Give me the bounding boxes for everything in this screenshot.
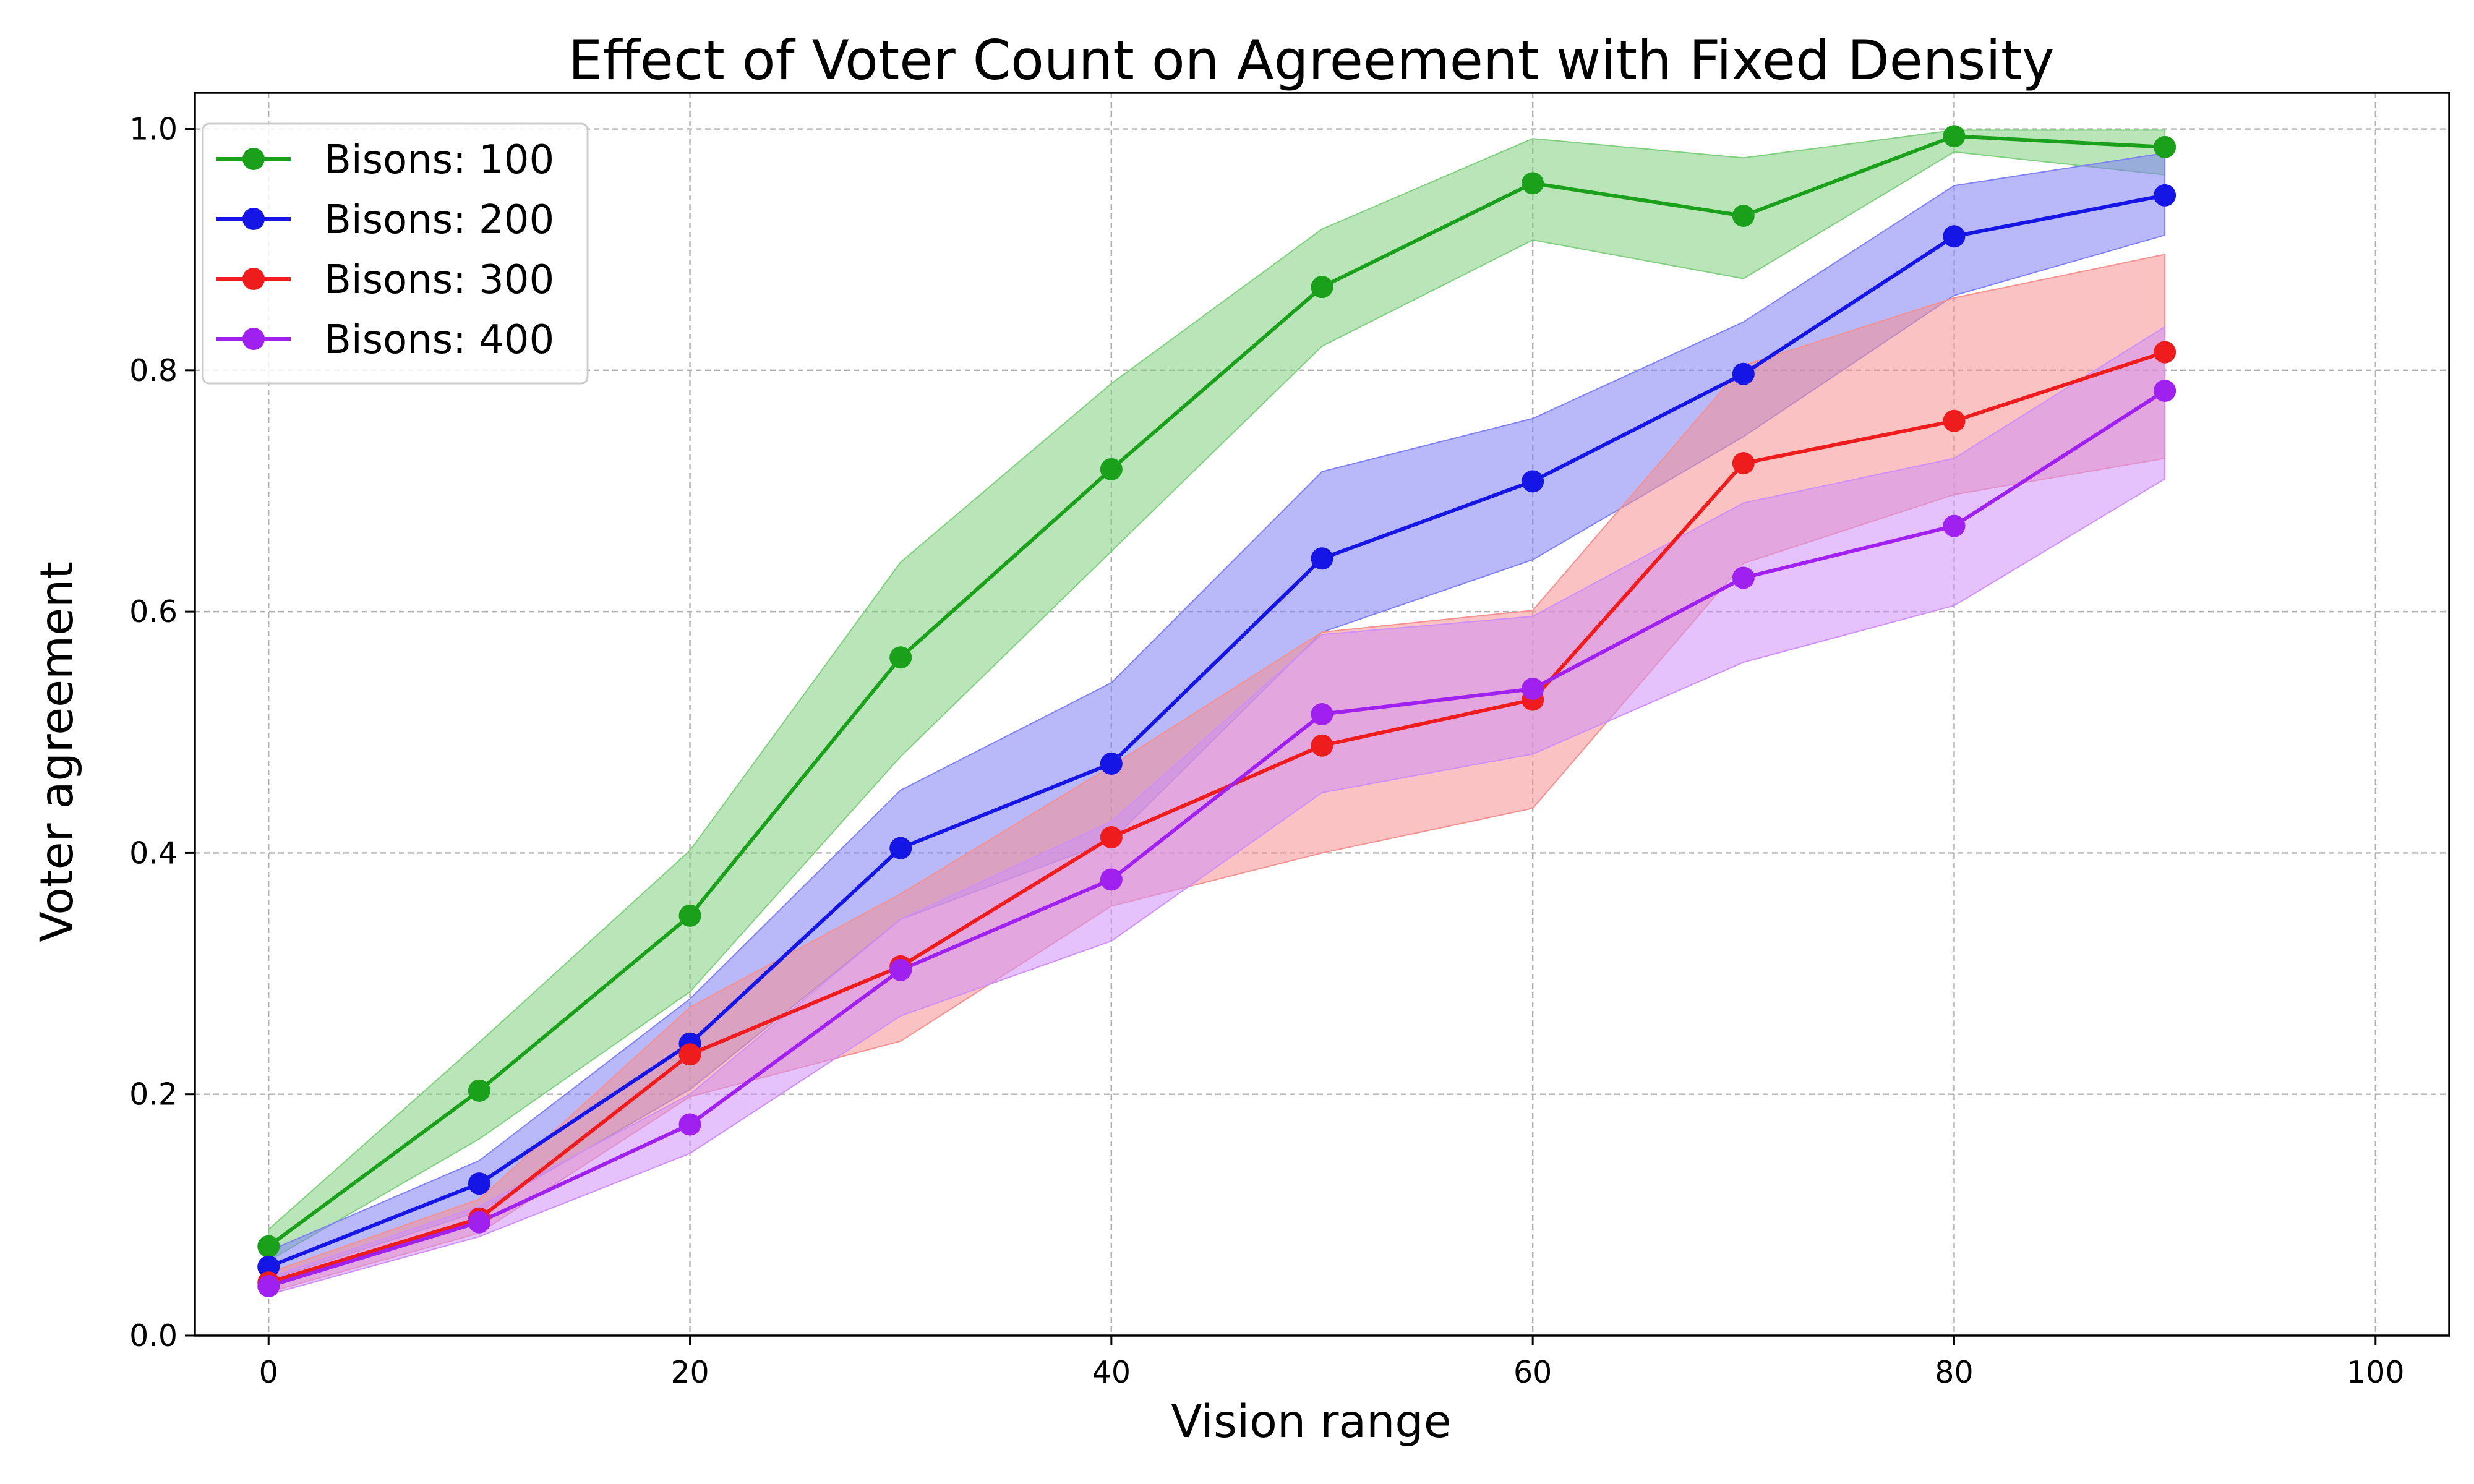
legend-marker: [242, 208, 265, 230]
data-point-series-4: [257, 1274, 280, 1297]
data-point-series-2: [1522, 470, 1544, 493]
plot-frame: [194, 92, 2450, 1337]
data-point-series-4: [1943, 514, 1966, 537]
legend-marker: [242, 328, 265, 350]
legend-label: Bisons: 300: [324, 257, 554, 303]
series-line-3: [268, 350, 2166, 1285]
data-point-series-3: [1732, 452, 1755, 475]
data-point-series-1: [468, 1079, 490, 1102]
x-tick-label: 20: [670, 1355, 709, 1390]
data-point-series-2: [1943, 225, 1966, 248]
x-tick-label: 80: [1935, 1355, 1973, 1390]
chart-title: Effect of Voter Count on Agreement with …: [568, 28, 2055, 92]
data-point-series-4: [678, 1113, 701, 1136]
data-point-series-1: [889, 646, 912, 669]
legend-label: Bisons: 200: [324, 197, 554, 243]
data-point-series-2: [889, 837, 912, 859]
data-point-series-4: [2154, 380, 2177, 403]
legend-marker: [242, 268, 265, 290]
data-point-series-1: [1522, 172, 1544, 195]
series-line-2: [268, 193, 2165, 1269]
data-point-series-2: [1732, 362, 1755, 385]
data-point-series-3: [678, 1043, 701, 1066]
data-point-series-1: [1100, 458, 1123, 480]
data-point-series-1: [678, 904, 701, 927]
y-tick-label: 0.0: [129, 1318, 178, 1354]
y-axis-label: Voter agreement: [31, 561, 83, 942]
y-tick-label: 0.4: [129, 835, 178, 871]
y-tick-label: 0.2: [129, 1077, 178, 1112]
data-point-series-3: [1311, 734, 1333, 757]
legend-label: Bisons: 400: [324, 317, 554, 363]
data-point-series-3: [1943, 409, 1966, 432]
legend-entry-2: Bisons: 200: [216, 197, 554, 243]
confidence-band-4: [268, 325, 2166, 1295]
data-point-series-2: [468, 1172, 490, 1195]
data-point-series-4: [1100, 868, 1123, 891]
data-point-series-1: [1943, 125, 1966, 148]
axes: 0 20 40 60 80 100 0.0 0.2 0.4 0.6 0.8 1.0: [129, 92, 2450, 1390]
x-tick-label: 60: [1513, 1355, 1552, 1390]
series-line-4: [268, 389, 2166, 1288]
data-point-series-4: [889, 958, 912, 981]
x-tick-label: 0: [259, 1355, 278, 1390]
legend-entry-4: Bisons: 400: [216, 317, 554, 363]
data-point-series-3: [1100, 826, 1123, 849]
series-line-1: [267, 134, 2165, 1248]
legend: Bisons: 100 Bisons: 200 Bisons: 300 Bisons:…: [202, 122, 589, 385]
series-points: [257, 125, 2177, 1297]
data-point-series-2: [257, 1255, 280, 1278]
x-axis-label: Vision range: [1171, 1396, 1451, 1448]
data-point-series-1: [1732, 205, 1755, 228]
data-point-series-4: [1522, 678, 1544, 701]
legend-entry-3: Bisons: 300: [216, 257, 554, 303]
data-point-series-4: [1311, 703, 1333, 725]
legend-label: Bisons: 100: [324, 137, 554, 183]
legend-marker: [242, 148, 265, 170]
data-point-series-4: [1732, 566, 1755, 589]
y-tick-label: 0.8: [129, 353, 178, 388]
data-point-series-2: [1311, 547, 1333, 570]
data-point-series-1: [2154, 135, 2177, 158]
legend-entry-1: Bisons: 100: [216, 137, 554, 183]
x-tick-label: 40: [1092, 1355, 1131, 1390]
y-tick-label: 0.6: [129, 594, 178, 629]
data-point-series-4: [468, 1211, 490, 1234]
data-point-series-1: [257, 1235, 280, 1258]
y-tick-label: 1.0: [129, 112, 178, 147]
data-point-series-2: [2154, 184, 2177, 207]
x-tick-label: 100: [2347, 1355, 2405, 1390]
legend-box: [202, 122, 589, 385]
series-lines: [267, 134, 2166, 1288]
data-point-series-2: [1100, 753, 1123, 775]
data-point-series-1: [1311, 276, 1333, 299]
data-point-series-3: [2154, 341, 2177, 364]
